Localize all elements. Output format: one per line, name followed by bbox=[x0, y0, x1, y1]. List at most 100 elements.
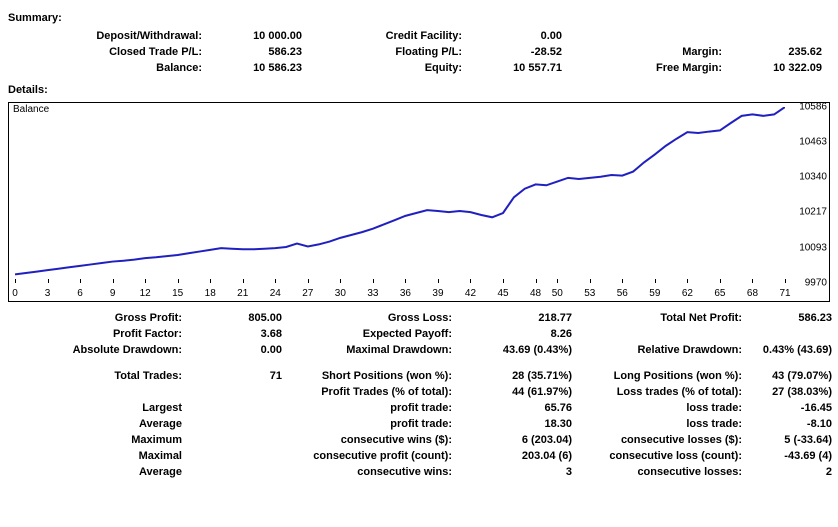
value-avg-cons-losses: 2 bbox=[748, 466, 838, 478]
x-tick-mark bbox=[80, 279, 81, 283]
value-avg-cons-wins: 3 bbox=[458, 466, 578, 478]
x-tick: 21 bbox=[237, 288, 248, 299]
value-maximal-drawdown: 43.69 (0.43%) bbox=[458, 344, 578, 356]
x-tick: 6 bbox=[77, 288, 83, 299]
x-tick-mark bbox=[785, 279, 786, 283]
stats-grid: Gross Profit: 805.00 Gross Loss: 218.77 … bbox=[8, 312, 830, 478]
chart-title: Balance bbox=[11, 104, 51, 115]
label-largest-profit: profit trade: bbox=[288, 402, 458, 414]
x-tick-mark bbox=[622, 279, 623, 283]
label-long-positions: Long Positions (won %): bbox=[578, 370, 748, 382]
details-title: Details: bbox=[8, 84, 830, 96]
x-tick: 3 bbox=[45, 288, 51, 299]
value-largest-profit: 65.76 bbox=[458, 402, 578, 414]
x-tick: 18 bbox=[205, 288, 216, 299]
value-relative-drawdown: 0.43% (43.69) bbox=[748, 344, 838, 356]
x-tick: 9 bbox=[110, 288, 116, 299]
x-tick: 27 bbox=[302, 288, 313, 299]
x-tick: 33 bbox=[367, 288, 378, 299]
value-avg-profit: 18.30 bbox=[458, 418, 578, 430]
x-tick: 68 bbox=[747, 288, 758, 299]
value-avg-loss: -8.10 bbox=[748, 418, 838, 430]
x-tick-mark bbox=[405, 279, 406, 283]
x-tick: 15 bbox=[172, 288, 183, 299]
value-absolute-drawdown: 0.00 bbox=[188, 344, 288, 356]
value-credit-facility: 0.00 bbox=[468, 30, 568, 42]
label-average2: Average bbox=[8, 466, 188, 478]
label-relative-drawdown: Relative Drawdown: bbox=[578, 344, 748, 356]
label-short-positions: Short Positions (won %): bbox=[288, 370, 458, 382]
x-tick-mark bbox=[470, 279, 471, 283]
x-tick: 48 bbox=[530, 288, 541, 299]
value-largest-loss: -16.45 bbox=[748, 402, 838, 414]
value-max-cons-losses: 5 (-33.64) bbox=[748, 434, 838, 446]
x-tick-mark bbox=[590, 279, 591, 283]
y-tick: 9970 bbox=[805, 278, 827, 289]
value-loss-trades-pct: 27 (38.03%) bbox=[748, 386, 838, 398]
x-tick-mark bbox=[113, 279, 114, 283]
label-max-cons-wins: consecutive wins ($): bbox=[288, 434, 458, 446]
label-balance: Balance: bbox=[8, 62, 208, 74]
label-free-margin: Free Margin: bbox=[568, 62, 728, 74]
label-maximal: Maximal bbox=[8, 450, 188, 462]
label-margin: Margin: bbox=[568, 46, 728, 58]
x-tick-mark bbox=[752, 279, 753, 283]
label-largest: Largest bbox=[8, 402, 188, 414]
label-profit-factor: Profit Factor: bbox=[8, 328, 188, 340]
x-tick-mark bbox=[210, 279, 211, 283]
x-tick-mark bbox=[438, 279, 439, 283]
label-largest-loss: loss trade: bbox=[578, 402, 748, 414]
label-deposit-withdrawal: Deposit/Withdrawal: bbox=[8, 30, 208, 42]
y-tick: 10340 bbox=[799, 172, 827, 183]
label-average: Average bbox=[8, 418, 188, 430]
chart-x-axis: 0369121518212427303336394245485053565962… bbox=[15, 285, 785, 299]
x-tick: 36 bbox=[400, 288, 411, 299]
x-tick-mark bbox=[308, 279, 309, 283]
label-maximal-drawdown: Maximal Drawdown: bbox=[288, 344, 458, 356]
x-tick: 65 bbox=[714, 288, 725, 299]
label-gross-profit: Gross Profit: bbox=[8, 312, 188, 324]
y-tick: 10093 bbox=[799, 242, 827, 253]
y-tick: 10586 bbox=[799, 102, 827, 113]
x-tick-mark bbox=[536, 279, 537, 283]
x-tick-mark bbox=[15, 279, 16, 283]
value-max-cons-wins: 6 (203.04) bbox=[458, 434, 578, 446]
x-tick-mark bbox=[178, 279, 179, 283]
label-gross-loss: Gross Loss: bbox=[288, 312, 458, 324]
x-tick-mark bbox=[48, 279, 49, 283]
x-tick: 62 bbox=[682, 288, 693, 299]
value-deposit-withdrawal: 10 000.00 bbox=[208, 30, 308, 42]
y-tick: 10217 bbox=[799, 207, 827, 218]
label-maximum: Maximum bbox=[8, 434, 188, 446]
label-credit-facility: Credit Facility: bbox=[308, 30, 468, 42]
label-total-trades: Total Trades: bbox=[8, 370, 188, 382]
value-gross-loss: 218.77 bbox=[458, 312, 578, 324]
balance-chart: Balance 99701009310217103401046310586 03… bbox=[8, 102, 830, 302]
label-avg-loss: loss trade: bbox=[578, 418, 748, 430]
x-tick-mark bbox=[503, 279, 504, 283]
value-expected-payoff: 8.26 bbox=[458, 328, 578, 340]
summary-grid: Deposit/Withdrawal: 10 000.00 Credit Fac… bbox=[8, 30, 830, 74]
x-tick: 12 bbox=[140, 288, 151, 299]
x-tick-mark bbox=[687, 279, 688, 283]
value-profit-factor: 3.68 bbox=[188, 328, 288, 340]
value-free-margin: 10 322.09 bbox=[728, 62, 828, 74]
x-tick: 50 bbox=[552, 288, 563, 299]
value-max-cons-profit: 203.04 (6) bbox=[458, 450, 578, 462]
value-long-positions: 43 (79.07%) bbox=[748, 370, 838, 382]
x-tick-mark bbox=[340, 279, 341, 283]
x-tick: 45 bbox=[497, 288, 508, 299]
value-gross-profit: 805.00 bbox=[188, 312, 288, 324]
label-max-cons-losses: consecutive losses ($): bbox=[578, 434, 748, 446]
x-tick: 59 bbox=[649, 288, 660, 299]
x-tick: 30 bbox=[335, 288, 346, 299]
chart-plot bbox=[15, 107, 785, 283]
label-avg-cons-wins: consecutive wins: bbox=[288, 466, 458, 478]
x-tick-mark bbox=[275, 279, 276, 283]
x-tick-mark bbox=[145, 279, 146, 283]
x-tick-mark bbox=[655, 279, 656, 283]
label-total-net-profit: Total Net Profit: bbox=[578, 312, 748, 324]
value-short-positions: 28 (35.71%) bbox=[458, 370, 578, 382]
x-tick-mark bbox=[720, 279, 721, 283]
label-loss-trades-pct: Loss trades (% of total): bbox=[578, 386, 748, 398]
